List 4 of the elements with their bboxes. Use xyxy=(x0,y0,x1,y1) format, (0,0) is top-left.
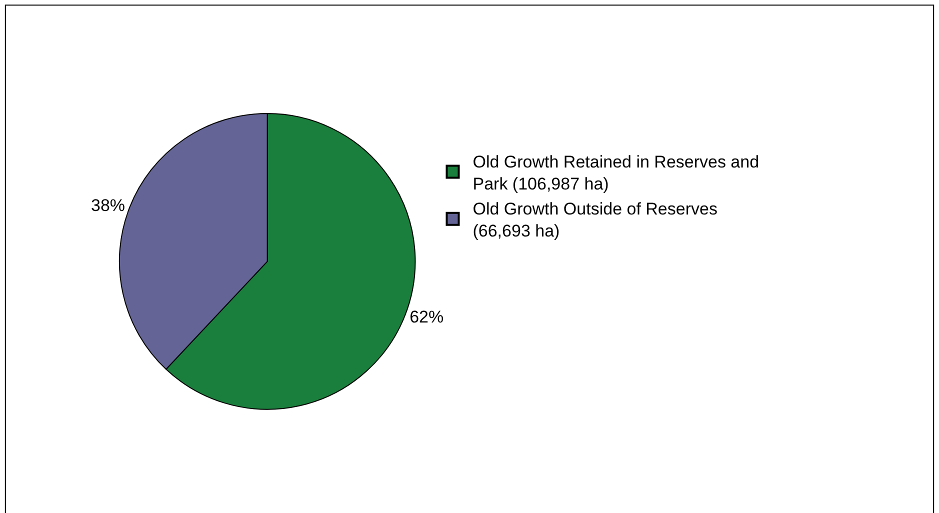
legend-label: Old Growth Retained in Reserves and Park (106,987 ha) xyxy=(472,152,760,194)
legend-label: Old Growth Outside of Reserves (66,693 ha) xyxy=(472,199,718,241)
data-label: 62% xyxy=(410,308,444,327)
data-label: 38% xyxy=(91,196,126,216)
